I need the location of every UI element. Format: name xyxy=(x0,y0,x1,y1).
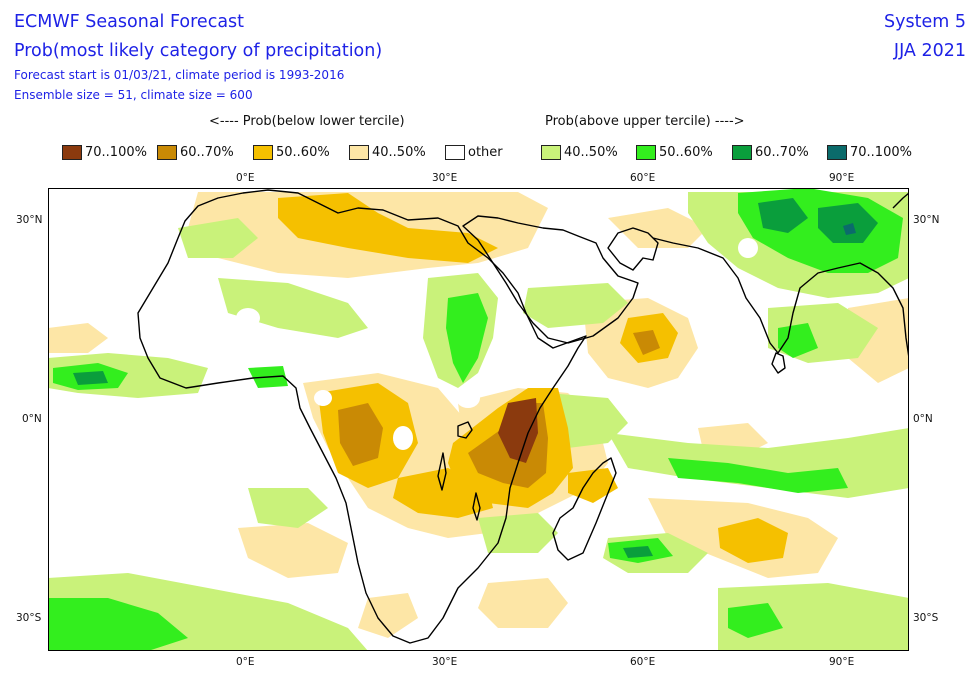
season-label: JJA 2021 xyxy=(893,41,966,61)
forecast-map xyxy=(48,188,909,651)
legend-swatch xyxy=(62,145,82,160)
lake-malawi-coastline xyxy=(472,492,481,521)
map-title: ECMWF Seasonal Forecast xyxy=(14,12,245,32)
africa-coastline xyxy=(137,189,587,644)
lake-victoria-coastline xyxy=(457,421,473,439)
lon-label-bottom: 0°E xyxy=(236,656,255,668)
map-border xyxy=(48,188,909,651)
legend-item: 50..60% xyxy=(253,145,330,160)
lat-label-left: 0°N xyxy=(22,413,42,425)
legend-swatch xyxy=(253,145,273,160)
lon-label-top: 0°E xyxy=(236,172,255,184)
legend-label: other xyxy=(468,145,503,160)
legend-item: 70..100% xyxy=(62,145,147,160)
sri-lanka-coastline xyxy=(771,352,786,374)
legend-swatch xyxy=(732,145,752,160)
below-70-100-areas xyxy=(498,398,538,463)
legend-swatch xyxy=(157,145,177,160)
legend-label: 40..50% xyxy=(564,145,618,160)
other-patches xyxy=(108,238,758,527)
lat-label-right: 0°N xyxy=(913,413,933,425)
legend-label: 40..50% xyxy=(372,145,426,160)
legend-item: 40..50% xyxy=(349,145,426,160)
east-asia-coastline xyxy=(892,192,909,209)
lon-label-bottom: 90°E xyxy=(829,656,855,668)
lat-label-right: 30°N xyxy=(913,214,940,226)
legend-item: other xyxy=(445,145,503,160)
map-subtitle: Prob(most likely category of precipitati… xyxy=(14,41,383,61)
lat-label-right: 30°S xyxy=(913,612,939,624)
color-legend: 70..100% 60..70% 50..60% 40..50% other 4… xyxy=(0,145,980,165)
india-coastline xyxy=(652,237,909,359)
legend-swatch xyxy=(636,145,656,160)
ensemble-size-info: Ensemble size = 51, climate size = 600 xyxy=(14,88,253,102)
gulf-coastline xyxy=(607,227,659,271)
lon-label-top: 90°E xyxy=(829,172,855,184)
legend-swatch xyxy=(445,145,465,160)
legend-label: 50..60% xyxy=(276,145,330,160)
red-sea-arabia-coastline xyxy=(462,215,639,344)
legend-item: 60..70% xyxy=(157,145,234,160)
legend-item: 40..50% xyxy=(541,145,618,160)
madagascar-coastline xyxy=(552,457,617,561)
legend-item: 50..60% xyxy=(636,145,713,160)
lat-label-left: 30°N xyxy=(16,214,43,226)
legend-label: 50..60% xyxy=(659,145,713,160)
legend-item: 70..100% xyxy=(827,145,912,160)
lon-label-top: 60°E xyxy=(630,172,656,184)
legend-above-heading: Prob(above upper tercile) ----> xyxy=(545,114,745,129)
forecast-start-info: Forecast start is 01/03/21, climate peri… xyxy=(14,68,345,82)
system-label: System 5 xyxy=(884,12,966,32)
coastlines xyxy=(137,189,909,644)
above-60-70-areas xyxy=(73,198,878,558)
legend-label: 60..70% xyxy=(755,145,809,160)
legend-swatch xyxy=(349,145,369,160)
legend-label: 60..70% xyxy=(180,145,234,160)
lat-label-left: 30°S xyxy=(16,612,42,624)
legend-swatch xyxy=(827,145,847,160)
legend-below-heading: <---- Prob(below lower tercile) xyxy=(209,114,405,129)
above-70-100-areas xyxy=(843,223,856,235)
lon-label-top: 30°E xyxy=(432,172,458,184)
legend-label: 70..100% xyxy=(850,145,912,160)
lon-label-bottom: 60°E xyxy=(630,656,656,668)
legend-label: 70..100% xyxy=(85,145,147,160)
legend-item: 60..70% xyxy=(732,145,809,160)
probability-fields xyxy=(48,188,909,651)
legend-swatch xyxy=(541,145,561,160)
lake-tanganyika-coastline xyxy=(437,452,447,491)
lon-label-bottom: 30°E xyxy=(432,656,458,668)
